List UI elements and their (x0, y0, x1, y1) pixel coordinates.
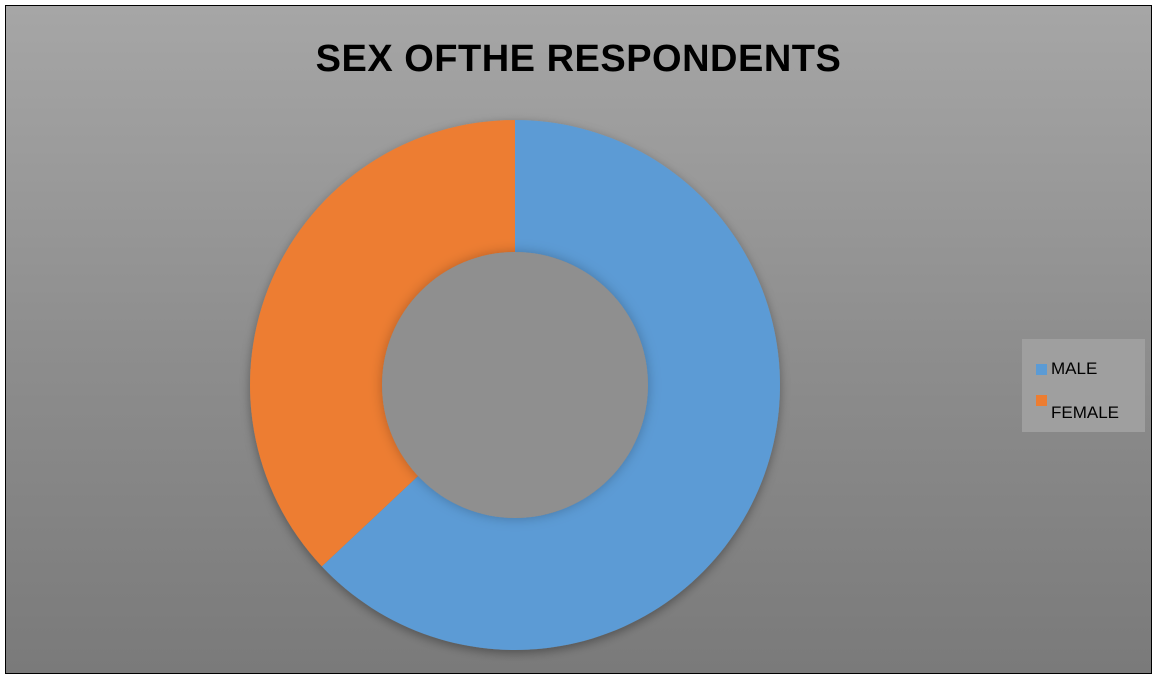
donut-slice-male (321, 120, 780, 650)
legend-swatch-female (1036, 395, 1047, 406)
donut-hole (382, 252, 648, 518)
legend-swatch-male (1036, 364, 1047, 376)
legend-label-female: FEMALE (1051, 403, 1120, 422)
chart-area: SEX OFTHE RESPONDENTS MALE FEMALE (5, 5, 1152, 674)
donut-slice-female (249, 120, 516, 567)
legend-item-female: FEMALE (1036, 395, 1120, 423)
chart-title: SEX OFTHE RESPONDENTS (315, 38, 842, 80)
donut-chart (249, 120, 780, 650)
legend: MALE FEMALE (1022, 339, 1145, 432)
legend-label-male: MALE (1051, 359, 1098, 378)
legend-item-male: MALE (1036, 359, 1097, 379)
